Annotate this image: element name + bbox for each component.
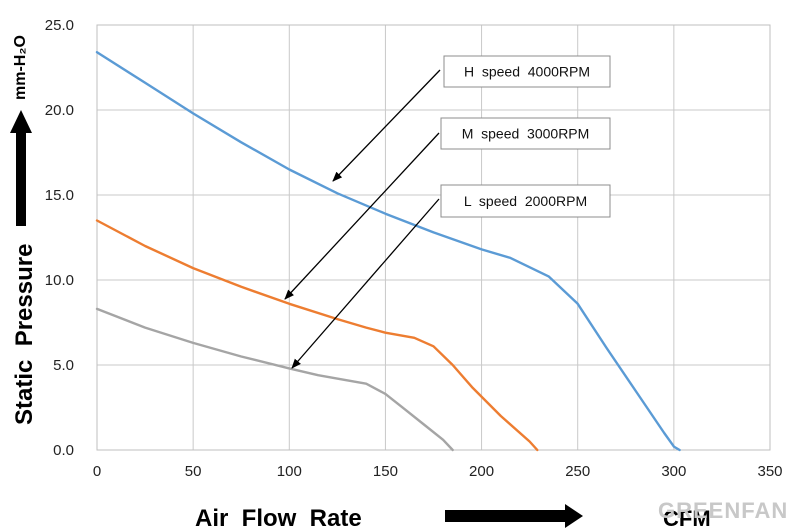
x-tick-label: 300 [661, 463, 686, 480]
callout-box-0 [443, 55, 611, 88]
y-unit-group: mm-H₂O [12, 35, 29, 100]
x-tick-label: 150 [373, 463, 398, 480]
y-axis-title-group: Static Pressure [11, 244, 38, 425]
x-axis-arrow-head [565, 504, 583, 528]
series-line-1 [95, 219, 539, 452]
grid [96, 24, 771, 451]
annotation-layer: H speed 4000RPM M speed 3000RPM L speed 20… [284, 55, 611, 369]
y-axis-arrow-shaft [16, 133, 26, 226]
y-tick-label: 10.0 [45, 272, 74, 289]
y-tick-label: 0.0 [53, 442, 74, 459]
x-axis-title: Air Flow Rate [195, 505, 362, 530]
x-axis-arrow-shaft [445, 510, 565, 522]
callout-label-1: M speed 3000RPM [462, 126, 590, 142]
y-axis-unit: mm-H₂O [12, 35, 29, 100]
y-tick-label: 20.0 [45, 102, 74, 119]
x-tick-label: 50 [185, 463, 202, 480]
callout-box-2 [440, 184, 611, 218]
series-line-2 [95, 307, 454, 452]
x-tick-label: 250 [565, 463, 590, 480]
callout-label-2: L speed 2000RPM [464, 193, 587, 209]
x-axis-unit: CFM [663, 506, 711, 530]
callout-arrow-0 [332, 69, 441, 182]
callout-box-1 [440, 117, 611, 150]
series-line-0 [95, 51, 681, 452]
x-tick-label: 200 [469, 463, 494, 480]
callout-label-0: H speed 4000RPM [464, 64, 590, 80]
y-tick-label: 5.0 [53, 357, 74, 374]
x-tick-label: 350 [757, 463, 782, 480]
plot-area [96, 24, 771, 451]
x-tick-label: 100 [277, 463, 302, 480]
y-tick-label: 15.0 [45, 187, 74, 204]
tick-labels: 0 50 100 150 200 250 300 350 0.0 5.0 10.0 15.0 20.0 2… [45, 17, 783, 480]
callout-arrow-2 [291, 198, 440, 369]
y-axis-arrow-head [10, 110, 32, 133]
x-tick-label: 0 [93, 463, 101, 480]
y-axis-title: Static Pressure [11, 244, 38, 425]
plot-border [96, 24, 771, 451]
y-tick-label: 25.0 [45, 17, 74, 34]
callout-arrow-1 [284, 132, 440, 300]
series-layer [95, 51, 681, 452]
brand-watermark: GREENFAN [658, 498, 788, 523]
